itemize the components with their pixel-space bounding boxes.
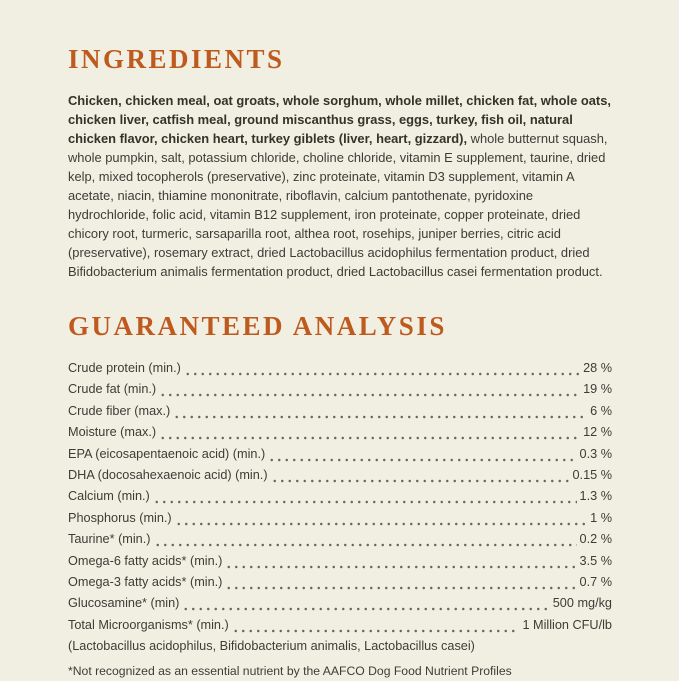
dotted-leader	[183, 358, 581, 380]
analysis-row-phosphorus: Phosphorus (min.) 1 %	[68, 507, 612, 530]
analysis-row-epa: EPA (eicosapentaenoic acid) (min.) 0.3 %	[68, 443, 612, 466]
analysis-row-value: 0.2 %	[579, 532, 612, 547]
analysis-row-value: 28 %	[583, 361, 612, 375]
analysis-row-label: Moisture (max.)	[68, 425, 157, 440]
analysis-row-value: 0.7 %	[579, 575, 612, 590]
analysis-row-omega6: Omega-6 fatty acids* (min.) 3.5 %	[68, 550, 612, 573]
ingredients-primary-list: Chicken, chicken meal, oat groats, whole…	[68, 93, 611, 146]
ingredients-paragraph: Chicken, chicken meal, oat groats, whole…	[68, 91, 612, 281]
analysis-row-label: Omega-6 fatty acids* (min.)	[68, 553, 223, 568]
aafco-footnote: *Not recognized as an essential nutrient…	[68, 663, 512, 678]
analysis-row-value: 1 Million CFU/lb	[522, 617, 612, 632]
dotted-leader	[159, 379, 581, 401]
analysis-row-value: 0.3 %	[579, 446, 612, 461]
dotted-leader	[225, 572, 577, 594]
analysis-row-crude-protein: Crude protein (min.) 28 %	[68, 358, 612, 380]
analysis-row-label: EPA (eicosapentaenoic acid) (min.)	[68, 446, 266, 461]
analysis-row-dha: DHA (docosahexaenoic acid) (min.) 0.15 %	[68, 465, 613, 487]
dotted-leader	[159, 422, 581, 444]
analysis-row-value: 500 mg/kg	[552, 596, 612, 611]
dotted-leader	[174, 507, 588, 530]
analysis-row-label: Glucosamine* (min)	[68, 596, 180, 611]
analysis-row-label: Taurine* (min.)	[68, 532, 151, 547]
analysis-row-value: 3.5 %	[579, 553, 612, 568]
analysis-row-value: 1.3 %	[579, 489, 612, 504]
analysis-row-value: 12 %	[583, 425, 612, 440]
analysis-row-label: Crude fat (min.)	[68, 382, 157, 397]
analysis-row-label: Phosphorus (min.)	[68, 510, 172, 525]
dotted-leader	[152, 486, 577, 508]
analysis-row-label: Total Microorganisms* (min.)	[68, 617, 229, 632]
dotted-leader	[173, 400, 588, 423]
analysis-row-crude-fat: Crude fat (min.) 19 %	[68, 379, 612, 401]
dotted-leader	[153, 529, 577, 551]
analysis-row-label: Crude protein (min.)	[68, 361, 181, 375]
analysis-row-label: Calcium (min.)	[68, 489, 150, 504]
dotted-leader	[182, 593, 550, 615]
ingredients-heading: INGREDIENTS	[68, 44, 285, 74]
analysis-row-glucosamine: Glucosamine* (min) 500 mg/kg	[68, 593, 612, 615]
analysis-row-total-microorganisms: Total Microorganisms* (min.) 1 Million C…	[68, 614, 612, 637]
dotted-leader	[270, 465, 570, 487]
analysis-row-value: 0.15 %	[572, 468, 613, 483]
microorganisms-detail: (Lactobacillus acidophilus, Bifidobacter…	[68, 639, 475, 654]
guaranteed-analysis-table: Crude protein (min.) 28 % Crude fat (min…	[68, 358, 613, 637]
ingredients-secondary-list: whole butternut squash, whole pumpkin, s…	[68, 131, 608, 279]
guaranteed-analysis-heading: GUARANTEED ANALYSIS	[68, 311, 447, 341]
analysis-row-moisture: Moisture (max.) 12 %	[68, 422, 612, 444]
analysis-row-taurine: Taurine* (min.) 0.2 %	[68, 529, 612, 551]
dotted-leader	[231, 614, 520, 637]
analysis-row-label: Omega-3 fatty acids* (min.)	[68, 575, 223, 590]
analysis-row-value: 19 %	[583, 382, 612, 397]
dotted-leader	[268, 443, 577, 466]
dotted-leader	[225, 550, 577, 573]
analysis-row-value: 6 %	[590, 403, 612, 418]
analysis-row-label: DHA (docosahexaenoic acid) (min.)	[68, 468, 268, 483]
analysis-row-crude-fiber: Crude fiber (max.) 6 %	[68, 400, 612, 423]
analysis-row-label: Crude fiber (max.)	[68, 403, 171, 418]
analysis-row-value: 1 %	[590, 510, 612, 525]
analysis-row-omega3: Omega-3 fatty acids* (min.) 0.7 %	[68, 572, 612, 594]
analysis-row-calcium: Calcium (min.) 1.3 %	[68, 486, 612, 508]
